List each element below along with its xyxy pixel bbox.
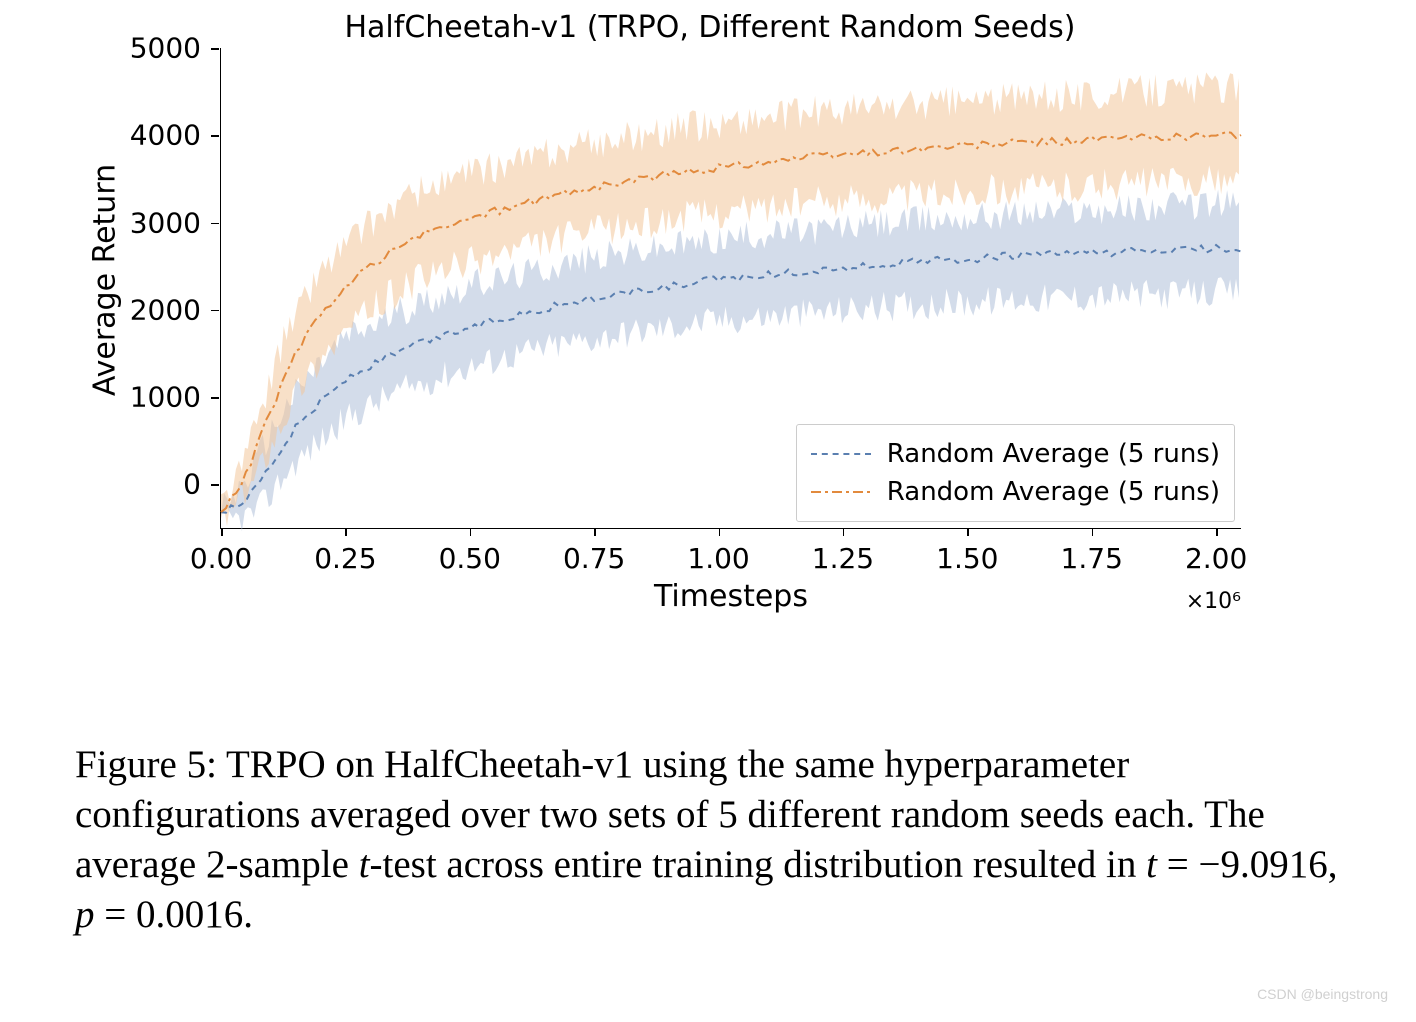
legend-item-blue: Random Average (5 runs) xyxy=(811,435,1220,473)
caption-eq2-rhs: = 0.0016. xyxy=(95,893,254,936)
ytick: 0 xyxy=(209,484,219,485)
xtick: 2.00 xyxy=(1216,528,1217,538)
ytick: 2000 xyxy=(209,310,219,311)
legend-label-orange: Random Average (5 runs) xyxy=(887,477,1220,507)
xtick-label: 0.50 xyxy=(439,542,501,575)
plot-area: Random Average (5 runs) Random Average (… xyxy=(220,48,1241,529)
xtick: 0.00 xyxy=(221,528,222,538)
x-axis-label: Timesteps xyxy=(654,579,808,614)
x-offset-text: ×10⁶ xyxy=(1186,589,1241,614)
caption-body2: -test across entire training distributio… xyxy=(370,843,1147,886)
xtick-label: 1.00 xyxy=(687,542,749,575)
xtick-label: 1.75 xyxy=(1061,542,1123,575)
xtick: 1.00 xyxy=(719,528,720,538)
ytick-label: 0 xyxy=(183,468,201,501)
ytick: 1000 xyxy=(209,397,219,398)
xtick: 1.75 xyxy=(1092,528,1093,538)
legend-label-blue: Random Average (5 runs) xyxy=(887,439,1220,469)
xtick-label: 2.00 xyxy=(1185,542,1247,575)
legend: Random Average (5 runs) Random Average (… xyxy=(796,424,1235,522)
ytick-label: 4000 xyxy=(130,119,201,152)
caption-tvar: t xyxy=(359,843,370,886)
caption-prefix: Figure 5: xyxy=(75,743,226,786)
figure-caption: Figure 5: TRPO on HalfCheetah-v1 using t… xyxy=(75,740,1345,940)
xtick: 0.25 xyxy=(345,528,346,538)
figure-container: HalfCheetah-v1 (TRPO, Different Random S… xyxy=(60,10,1360,650)
xtick: 1.25 xyxy=(843,528,844,538)
ytick-label: 5000 xyxy=(130,32,201,65)
watermark-text: CSDN @beingstrong xyxy=(1257,986,1388,1002)
xtick: 0.50 xyxy=(470,528,471,538)
xtick-label: 0.75 xyxy=(563,542,625,575)
ytick: 5000 xyxy=(209,48,219,49)
xtick-label: 0.00 xyxy=(190,542,252,575)
legend-item-orange: Random Average (5 runs) xyxy=(811,473,1220,511)
y-axis-label: Average Return xyxy=(88,164,123,396)
ytick-label: 2000 xyxy=(130,293,201,326)
caption-eq1-lhs: t xyxy=(1146,843,1157,886)
ytick-label: 1000 xyxy=(130,381,201,414)
legend-line-orange xyxy=(811,491,871,493)
ytick-label: 3000 xyxy=(130,206,201,239)
xtick-label: 1.50 xyxy=(936,542,998,575)
caption-eq1-rhs: = −9.0916, xyxy=(1157,843,1338,886)
caption-eq2-lhs: p xyxy=(75,893,95,936)
xtick-label: 0.25 xyxy=(314,542,376,575)
legend-line-blue xyxy=(811,453,871,455)
xtick: 1.50 xyxy=(967,528,968,538)
chart-title: HalfCheetah-v1 (TRPO, Different Random S… xyxy=(60,10,1360,45)
ytick: 3000 xyxy=(209,223,219,224)
xtick: 0.75 xyxy=(594,528,595,538)
xtick-label: 1.25 xyxy=(812,542,874,575)
ytick: 4000 xyxy=(209,135,219,136)
